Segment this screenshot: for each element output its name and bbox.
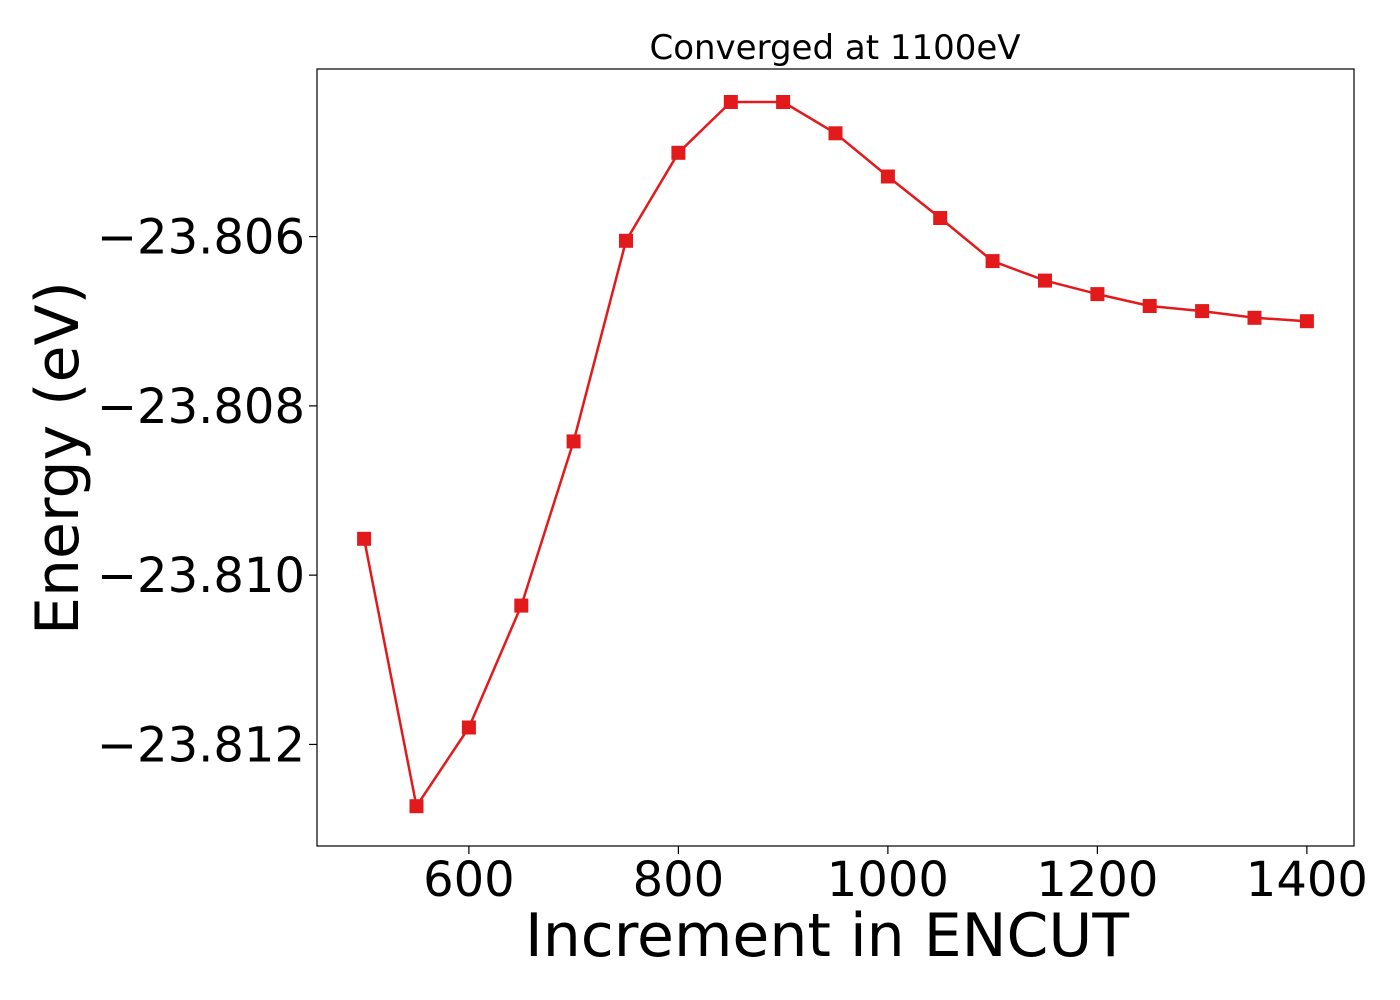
data-point (461, 720, 476, 735)
y-tick-label: −23.810 (97, 548, 305, 604)
data-point (1142, 299, 1157, 313)
x-axis-label: Increment in ENCUT (525, 901, 1129, 971)
x-tick-label: 1200 (1036, 852, 1158, 908)
y-axis-label: Energy (eV) (23, 281, 93, 635)
data-point (723, 95, 738, 109)
data-point (566, 434, 581, 449)
series-layer (357, 95, 1314, 814)
data-point (1090, 287, 1105, 302)
y-tick-label: −23.806 (97, 210, 305, 266)
data-point (409, 799, 424, 814)
x-tick-label: 1400 (1246, 852, 1368, 908)
y-tick-label: −23.812 (97, 717, 305, 773)
data-point (1299, 314, 1314, 329)
data-point (828, 126, 843, 141)
y-axis: −23.806 −23.808 −23.810 −23.812 (97, 210, 317, 773)
x-tick-label: 1000 (827, 852, 949, 908)
data-point (1038, 273, 1052, 288)
chart-title: Converged at 1100eV (649, 28, 1020, 68)
x-tick-label: 800 (633, 852, 725, 908)
data-point (1195, 304, 1210, 319)
data-point (514, 598, 529, 613)
data-point (880, 169, 895, 184)
series-line (362, 100, 1307, 808)
data-point (357, 531, 372, 546)
y-tick-label: −23.808 (97, 379, 305, 435)
x-tick-label: 600 (423, 852, 515, 908)
data-point (1247, 310, 1262, 325)
x-axis: 600 800 1000 1200 1400 (423, 846, 1368, 908)
data-point (776, 95, 791, 109)
data-point (619, 233, 633, 248)
plot-frame (316, 68, 1355, 847)
data-point (985, 254, 1000, 269)
data-point (671, 145, 686, 160)
data-point (933, 211, 948, 225)
